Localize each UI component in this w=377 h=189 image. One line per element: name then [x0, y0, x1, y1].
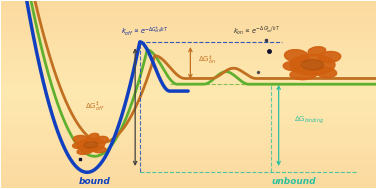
Bar — [1, 13, 376, 16]
Text: ΔG$_{binding}$: ΔG$_{binding}$ — [294, 115, 324, 126]
Bar — [1, 51, 376, 54]
Bar — [1, 85, 376, 88]
Bar — [1, 167, 376, 170]
Bar — [1, 160, 376, 163]
Bar — [1, 48, 376, 51]
Bar — [1, 44, 376, 48]
Bar — [1, 19, 376, 22]
Bar — [1, 141, 376, 145]
Text: k$_{off}$ ∝ e$^{-ΔG^{‡}_{off}/kT}$: k$_{off}$ ∝ e$^{-ΔG^{‡}_{off}/kT}$ — [121, 24, 169, 38]
Ellipse shape — [77, 138, 105, 151]
Bar — [1, 101, 376, 104]
Text: ΔG$^{‡}_{on}$: ΔG$^{‡}_{on}$ — [198, 54, 216, 67]
Bar — [1, 4, 376, 7]
Bar — [1, 54, 376, 57]
Ellipse shape — [72, 143, 84, 148]
Bar — [1, 123, 376, 126]
Bar — [1, 88, 376, 91]
Text: ΔG$^{‡}_{off}$: ΔG$^{‡}_{off}$ — [85, 99, 104, 113]
Bar — [1, 185, 376, 188]
Bar — [1, 22, 376, 26]
Bar — [1, 94, 376, 98]
Bar — [1, 29, 376, 32]
Bar — [1, 170, 376, 173]
Bar — [1, 79, 376, 82]
Bar — [1, 76, 376, 79]
Bar — [1, 126, 376, 129]
Bar — [1, 116, 376, 119]
Bar — [1, 7, 376, 10]
Ellipse shape — [73, 136, 89, 143]
Bar — [1, 179, 376, 182]
Bar — [1, 110, 376, 113]
Bar — [1, 135, 376, 138]
Bar — [1, 73, 376, 76]
Ellipse shape — [92, 146, 106, 153]
Bar — [1, 16, 376, 19]
Bar — [1, 154, 376, 157]
Text: bound: bound — [79, 177, 110, 186]
Ellipse shape — [77, 147, 93, 154]
Bar — [1, 63, 376, 66]
Bar — [1, 91, 376, 94]
Bar — [1, 107, 376, 110]
Ellipse shape — [95, 136, 108, 144]
Ellipse shape — [290, 69, 317, 80]
Ellipse shape — [283, 62, 301, 70]
Bar — [1, 82, 376, 85]
Bar — [1, 157, 376, 160]
Bar — [1, 119, 376, 123]
Text: k$_{on}$ ∝ e$^{-ΔG^{‡}_{on}/kT}$: k$_{on}$ ∝ e$^{-ΔG^{‡}_{on}/kT}$ — [233, 24, 280, 38]
Bar — [1, 60, 376, 63]
Bar — [1, 35, 376, 38]
Ellipse shape — [319, 51, 341, 63]
Bar — [1, 1, 376, 4]
Bar — [1, 173, 376, 176]
Bar — [1, 132, 376, 135]
Bar — [1, 66, 376, 70]
Ellipse shape — [285, 50, 309, 62]
Bar — [1, 38, 376, 41]
Text: unbound: unbound — [271, 177, 316, 186]
Bar — [1, 138, 376, 141]
Bar — [1, 26, 376, 29]
Ellipse shape — [89, 133, 99, 139]
Bar — [1, 182, 376, 185]
Bar — [1, 98, 376, 101]
Bar — [1, 148, 376, 151]
Bar — [1, 104, 376, 107]
Bar — [1, 70, 376, 73]
Bar — [1, 163, 376, 167]
Bar — [1, 113, 376, 116]
Ellipse shape — [315, 67, 337, 77]
Bar — [1, 41, 376, 44]
Bar — [1, 10, 376, 13]
Bar — [1, 145, 376, 148]
Ellipse shape — [290, 54, 335, 75]
Bar — [1, 129, 376, 132]
Bar — [1, 176, 376, 179]
Bar — [1, 151, 376, 154]
Ellipse shape — [84, 142, 98, 148]
Ellipse shape — [301, 60, 324, 70]
Ellipse shape — [308, 47, 326, 55]
Bar — [1, 32, 376, 35]
Bar — [1, 57, 376, 60]
